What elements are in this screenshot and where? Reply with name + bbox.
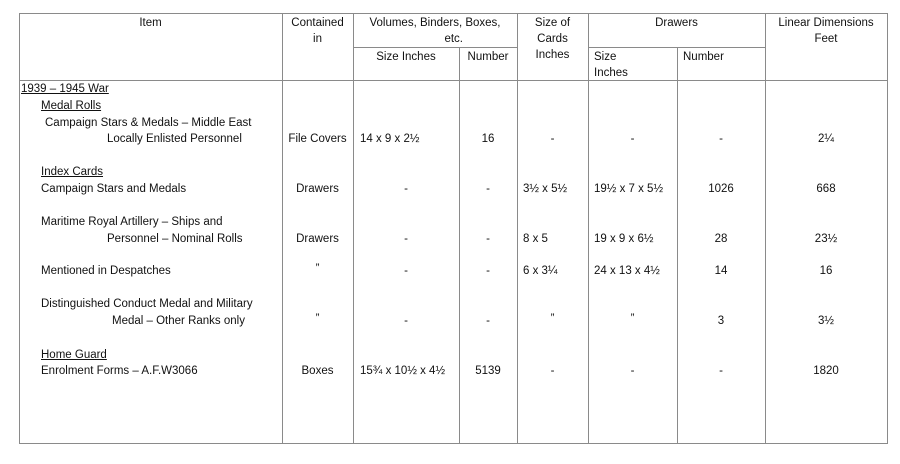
section-title: 1939 – 1945 War	[21, 83, 109, 95]
border-left	[19, 13, 20, 444]
col-divider	[459, 47, 460, 444]
col-divider	[765, 13, 766, 444]
header-dr-number: Number	[683, 51, 724, 63]
header-item: Item	[139, 17, 162, 29]
header-dr-size: Size Inches	[594, 51, 628, 79]
header-bottom	[19, 80, 888, 81]
header-split-volumes	[353, 47, 517, 48]
border-bottom	[19, 443, 888, 444]
header-drawers: Drawers	[655, 17, 698, 29]
col-divider	[677, 47, 678, 444]
header-contained-in: Contained in	[291, 17, 344, 45]
border-right	[887, 13, 888, 444]
header-vol-number: Number	[467, 51, 509, 63]
header-cards: Size of Cards Inches	[534, 17, 571, 61]
group-home-guard: Home Guard	[41, 349, 107, 361]
header-split-drawers	[588, 47, 765, 48]
group-medal-rolls: Medal Rolls	[41, 100, 102, 112]
col-divider	[282, 13, 283, 444]
header-linear: Linear Dimensions Feet	[778, 17, 874, 45]
border-top	[19, 13, 888, 14]
records-table: Item Contained in Volumes, Binders, Boxe…	[19, 13, 888, 444]
col-divider	[517, 13, 518, 444]
col-divider	[353, 13, 354, 444]
header-volumes: Volumes, Binders, Boxes, etc.	[369, 17, 501, 45]
col-divider	[588, 13, 589, 444]
header-vol-size: Size Inches	[376, 51, 436, 63]
group-index-cards: Index Cards	[41, 166, 104, 178]
